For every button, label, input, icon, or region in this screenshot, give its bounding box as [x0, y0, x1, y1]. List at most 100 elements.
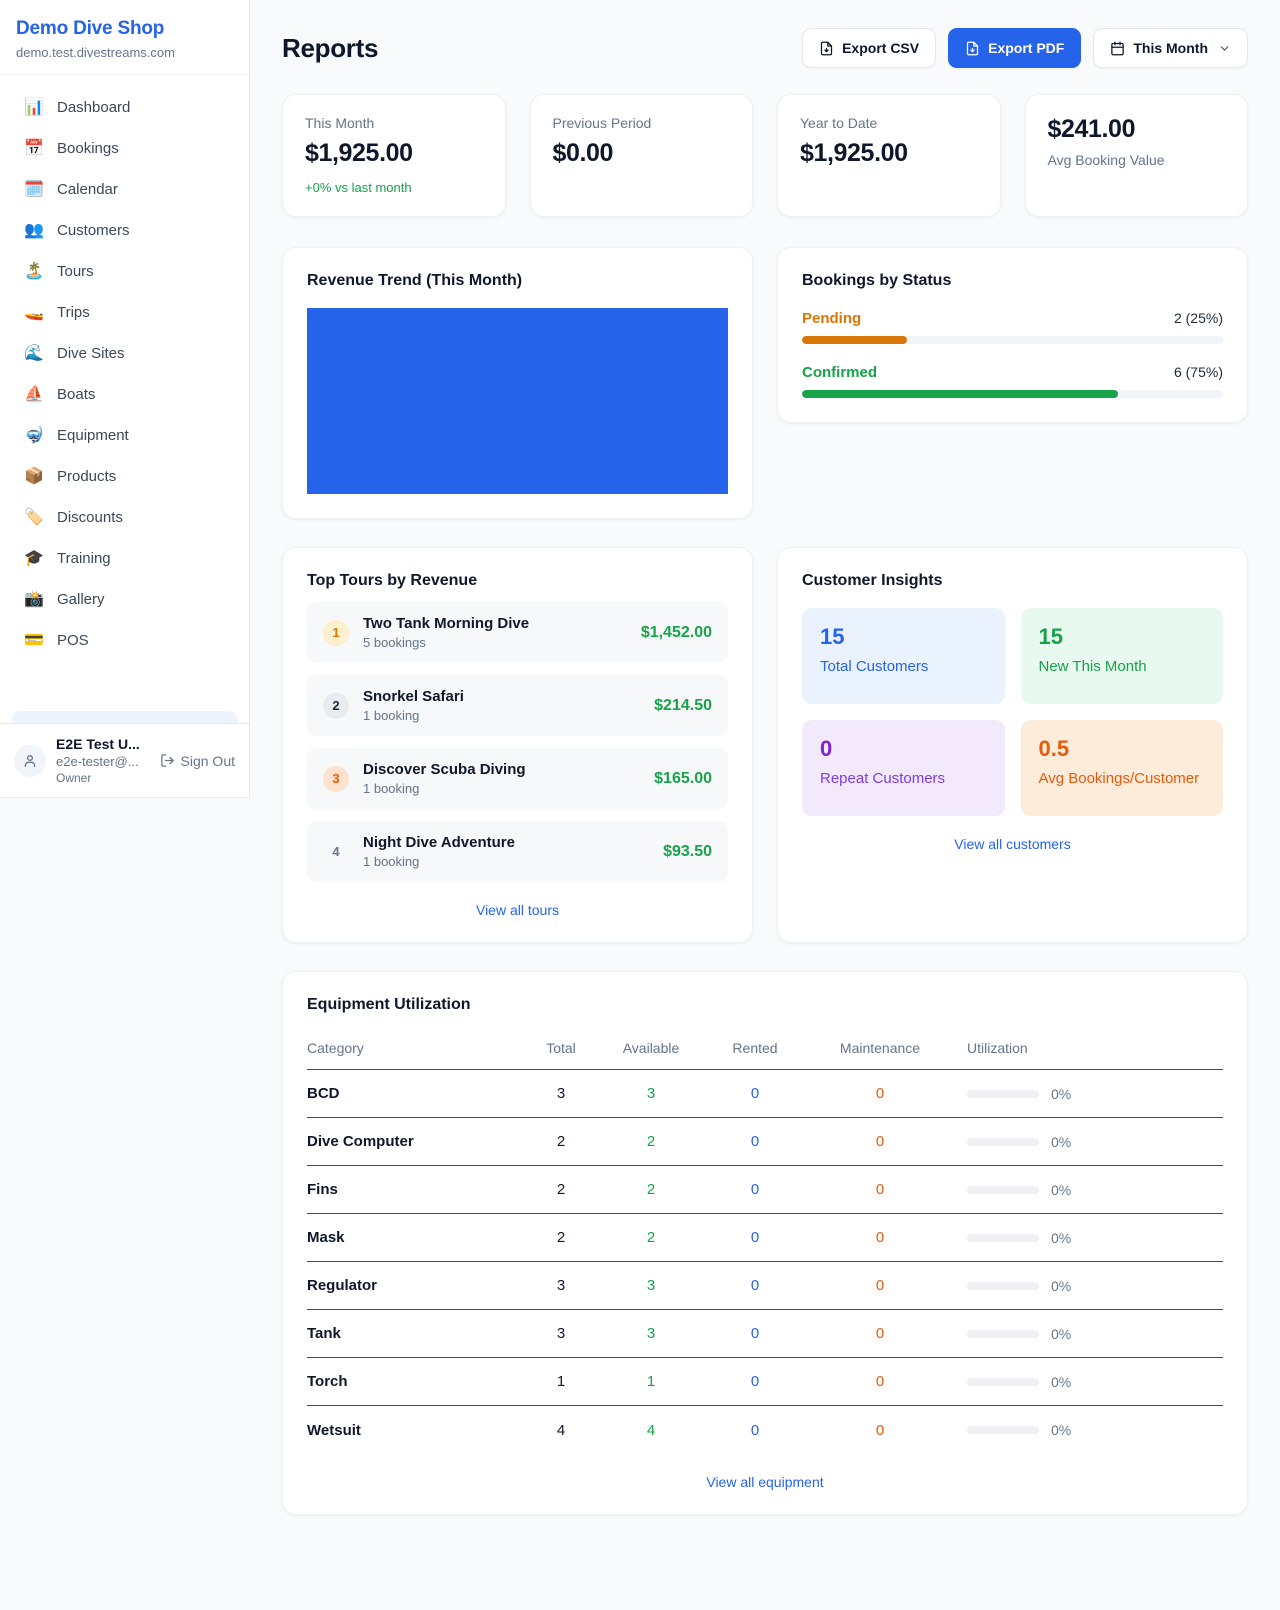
sidebar-item-label: Dashboard: [57, 99, 131, 116]
stat-label: Avg Booking Value: [1047, 152, 1165, 168]
cell-maintenance: 0: [875, 1421, 885, 1439]
cell-total: 3: [556, 1277, 566, 1294]
sidebar-item-label: Calendar: [57, 181, 118, 198]
utilization-bar: [967, 1329, 1039, 1338]
export-csv-label: Export CSV: [842, 40, 920, 56]
cell-category: Mask: [307, 1229, 345, 1246]
revenue-trend-chart: [307, 308, 728, 494]
dashboard-icon: 📊: [24, 98, 44, 116]
chevron-down-icon: [1220, 45, 1229, 51]
period-label: This Month: [1133, 40, 1208, 56]
stat-delta: +0% vs last month: [305, 180, 412, 195]
rank-badge: 1: [323, 619, 349, 646]
tour-name: Snorkel Safari: [363, 688, 464, 705]
table-row: Tank 3 3 0 0 0%: [307, 1310, 1223, 1358]
cell-available: 2: [646, 1133, 656, 1150]
sidebar-item-bookings[interactable]: 📅 Bookings: [12, 130, 237, 167]
stat-label: This Month: [305, 115, 375, 131]
cell-category: BCD: [307, 1085, 340, 1102]
charts-row: Revenue Trend (This Month) Bookings by S…: [282, 247, 1248, 519]
tour-bookings: 1 booking: [363, 781, 420, 796]
cell-rented: 0: [750, 1181, 760, 1198]
tour-name: Two Tank Morning Dive: [363, 615, 530, 632]
dive-sites-icon: 🌊: [24, 344, 44, 362]
status-count: 2 (25%): [1173, 310, 1223, 326]
status-row-confirmed: Confirmed 6 (75%): [802, 364, 1223, 398]
sidebar-item-tours[interactable]: 🏝️ Tours: [12, 253, 237, 290]
sidebar-item-label: Discounts: [57, 509, 123, 526]
cell-available: 3: [646, 1277, 656, 1294]
tour-revenue: $1,452.00: [640, 623, 712, 641]
page-title: Reports: [282, 32, 379, 63]
sidebar-item-products[interactable]: 📦 Products: [12, 458, 237, 495]
sidebar-item-discounts[interactable]: 🏷️ Discounts: [12, 499, 237, 536]
stat-card-this-month: This Month $1,925.00 +0% vs last month: [282, 94, 506, 217]
tour-row: 2 Snorkel Safari 1 booking $214.50: [307, 675, 728, 736]
stat-card-year-to-date: Year to Date $1,925.00: [777, 94, 1001, 217]
cell-category: Regulator: [307, 1277, 378, 1294]
equipment-utilization-card: Equipment Utilization Category Total Ava…: [282, 971, 1248, 1515]
table-row: Fins 2 2 0 0 0%: [307, 1166, 1223, 1214]
cell-utilization: 0%: [947, 1422, 1223, 1438]
user-role: Owner: [56, 771, 92, 785]
tour-bookings: 5 bookings: [363, 635, 426, 650]
cell-total: 1: [556, 1373, 566, 1390]
cell-maintenance: 0: [875, 1325, 885, 1342]
status-progressbar: [802, 390, 1223, 398]
column-header-category: Category: [307, 1039, 364, 1056]
customers-icon: 👥: [24, 221, 44, 239]
tile-value: 15: [1038, 624, 1063, 649]
sidebar-item-calendar[interactable]: 🗓️ Calendar: [12, 171, 237, 208]
cell-utilization: 0%: [947, 1326, 1223, 1342]
tour-revenue: $93.50: [663, 842, 712, 860]
sidebar-item-label: Tours: [57, 263, 94, 280]
rank-badge: 2: [323, 692, 349, 719]
tour-row: 3 Discover Scuba Diving 1 booking $165.0…: [307, 748, 728, 809]
equipment-table-header: Category Total Available Rented Maintena…: [307, 1026, 1223, 1070]
sidebar-item-dashboard[interactable]: 📊 Dashboard: [12, 89, 237, 126]
sidebar-item-training[interactable]: 🎓 Training: [12, 540, 237, 577]
sidebar-item-dive-sites[interactable]: 🌊 Dive Sites: [12, 335, 237, 372]
equipment-icon: 🤿: [24, 426, 44, 444]
sidebar-item-customers[interactable]: 👥 Customers: [12, 212, 237, 249]
sidebar: Demo Dive Shop demo.test.divestreams.com…: [0, 0, 250, 798]
file-download-icon: [966, 41, 979, 55]
view-all-tours-link[interactable]: View all tours: [475, 902, 559, 918]
period-select[interactable]: This Month: [1093, 28, 1248, 68]
export-pdf-button[interactable]: Export PDF: [948, 28, 1082, 68]
cell-rented: 0: [750, 1277, 760, 1294]
sidebar-item-gallery[interactable]: 📸 Gallery: [12, 581, 237, 618]
view-all-equipment-link[interactable]: View all equipment: [706, 1474, 824, 1490]
export-csv-button[interactable]: Export CSV: [802, 28, 937, 68]
sidebar-item-equipment[interactable]: 🤿 Equipment: [12, 417, 237, 454]
training-icon: 🎓: [24, 549, 44, 567]
cell-maintenance: 0: [875, 1229, 885, 1246]
cell-category: Wetsuit: [307, 1421, 361, 1439]
cell-available: 3: [646, 1325, 656, 1342]
status-count: 6 (75%): [1173, 364, 1223, 380]
sign-out-button[interactable]: Sign Out: [160, 753, 235, 769]
sidebar-item-label: Products: [57, 468, 117, 485]
utilization-bar: [967, 1137, 1039, 1146]
rank-badge: 4: [332, 844, 340, 859]
status-label: Pending: [802, 310, 862, 327]
cell-available: 3: [646, 1085, 656, 1102]
sidebar-item-active-partial[interactable]: [12, 711, 237, 723]
tour-row: 1 Two Tank Morning Dive 5 bookings $1,45…: [307, 602, 728, 663]
sidebar-item-pos[interactable]: 💳 POS: [12, 622, 237, 659]
column-header-rented: Rented: [732, 1039, 778, 1056]
cell-category: Fins: [307, 1181, 338, 1198]
stat-value: $0.00: [552, 139, 614, 167]
cell-maintenance: 0: [875, 1373, 885, 1390]
revenue-trend-title: Revenue Trend (This Month): [307, 272, 523, 289]
user-email: e2e-tester@...: [56, 754, 139, 769]
column-header-available: Available: [622, 1039, 680, 1056]
view-all-customers-link[interactable]: View all customers: [954, 836, 1071, 852]
sidebar-item-boats[interactable]: ⛵ Boats: [12, 376, 237, 413]
user-info: E2E Test U... e2e-tester@... Owner: [56, 736, 140, 785]
file-download-icon: [820, 41, 833, 55]
calendar-icon: 🗓️: [24, 180, 44, 198]
cell-rented: 0: [750, 1085, 760, 1102]
sidebar-item-trips[interactable]: 🚤 Trips: [12, 294, 237, 331]
cell-rented: 0: [750, 1133, 760, 1150]
